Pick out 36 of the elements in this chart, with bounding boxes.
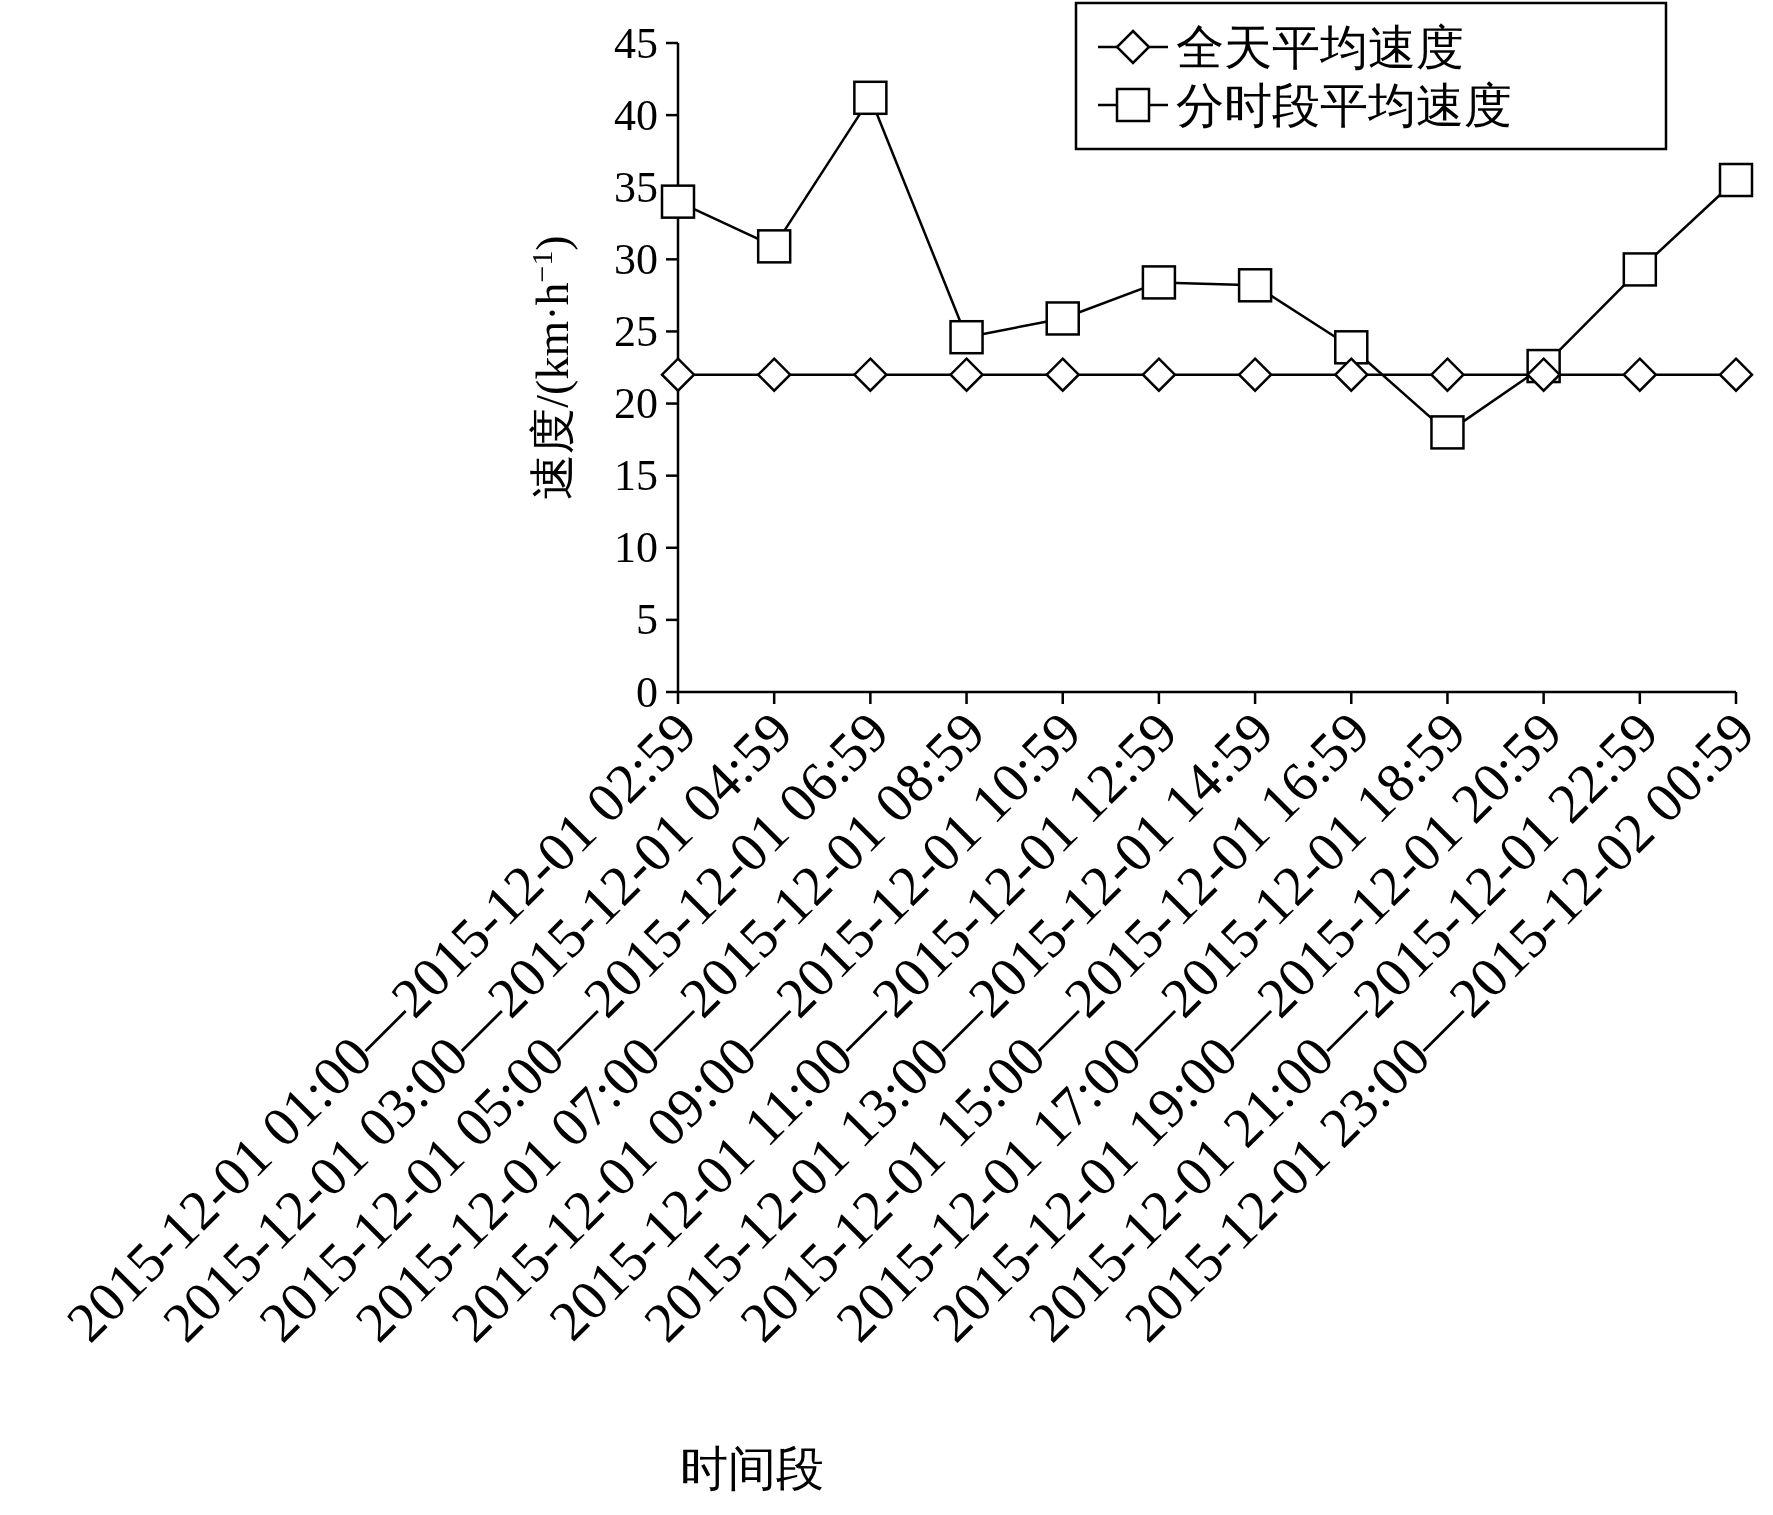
point [1237,357,1273,392]
y-tick-label: 40 [614,90,658,140]
point [949,319,984,355]
y-tick-label: 0 [636,667,658,717]
legend-label: 分时段平均速度 [1176,78,1512,132]
legend-label: 全天平均速度 [1176,20,1464,74]
point [1622,357,1658,392]
point [1718,162,1754,198]
point [949,357,984,392]
point [756,229,792,264]
y-tick-label: 10 [614,523,658,573]
y-tick-label: 20 [614,379,658,429]
point [853,357,888,392]
point [660,357,696,392]
y-tick-label: 30 [614,234,658,284]
point [1430,415,1465,450]
point [1526,357,1561,392]
point [1045,357,1080,392]
point [1141,265,1177,300]
y-tick-label: 45 [614,18,658,68]
y-tick-label: 25 [614,306,658,356]
point [756,357,792,392]
point [853,80,888,116]
point [1237,268,1273,303]
point [1334,330,1369,365]
x-axis-title: 时间段 [680,1442,824,1495]
point [1045,301,1080,336]
y-tick-label: 5 [636,595,658,645]
point [1430,357,1465,392]
point [1622,252,1658,287]
point [1141,357,1177,392]
y-tick-label: 15 [614,451,658,501]
y-tick-label: 35 [614,162,658,212]
point [660,184,696,219]
point [1718,357,1754,392]
point [1334,357,1369,392]
